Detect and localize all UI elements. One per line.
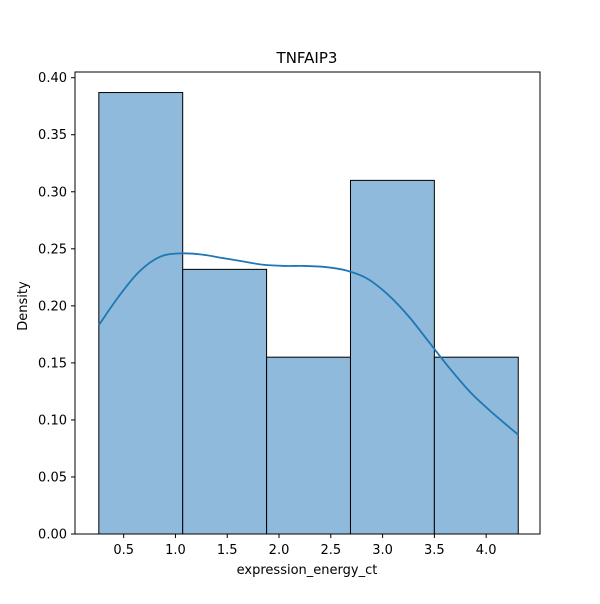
y-tick-label: 0.10 bbox=[38, 413, 67, 428]
plot-frame bbox=[74, 71, 541, 535]
histogram-bar-3 bbox=[266, 356, 351, 535]
y-tick-label: 0.05 bbox=[38, 470, 67, 485]
x-axis-label: expression_energy_ct bbox=[237, 563, 378, 578]
x-tick-label: 2.5 bbox=[320, 543, 341, 558]
x-tick-label: 1.5 bbox=[217, 543, 238, 558]
y-tick-label: 0.00 bbox=[38, 528, 67, 543]
histogram-bar-2 bbox=[182, 268, 268, 535]
y-tick-label: 0.20 bbox=[38, 299, 67, 314]
kde-curve bbox=[98, 252, 519, 436]
y-axis-label: Density bbox=[16, 281, 31, 331]
x-tick-label: 4.0 bbox=[476, 543, 497, 558]
histogram-bar-1 bbox=[98, 92, 184, 535]
x-axis-ticks: 0.5 1.0 1.5 2.0 2.5 3.0 3.5 4.0 bbox=[113, 534, 496, 558]
chart-title: TNFAIP3 bbox=[276, 49, 338, 67]
histogram-bar-4 bbox=[349, 179, 435, 535]
x-tick-label: 2.0 bbox=[269, 543, 290, 558]
y-tick-label: 0.35 bbox=[38, 128, 67, 143]
y-tick-label: 0.15 bbox=[38, 356, 67, 371]
x-tick-label: 0.5 bbox=[113, 543, 134, 558]
y-tick-label: 0.30 bbox=[38, 185, 67, 200]
x-tick-label: 1.0 bbox=[165, 543, 186, 558]
x-tick-label: 3.0 bbox=[372, 543, 393, 558]
histogram-bar-5 bbox=[433, 356, 519, 535]
x-tick-label: 3.5 bbox=[424, 543, 445, 558]
histogram-bars bbox=[98, 92, 519, 535]
y-axis-ticks: 0.00 0.05 0.10 0.15 0.20 0.25 0.30 0.35 0.40 bbox=[38, 71, 75, 543]
y-tick-label: 0.40 bbox=[38, 71, 67, 86]
y-tick-label: 0.25 bbox=[38, 242, 67, 257]
